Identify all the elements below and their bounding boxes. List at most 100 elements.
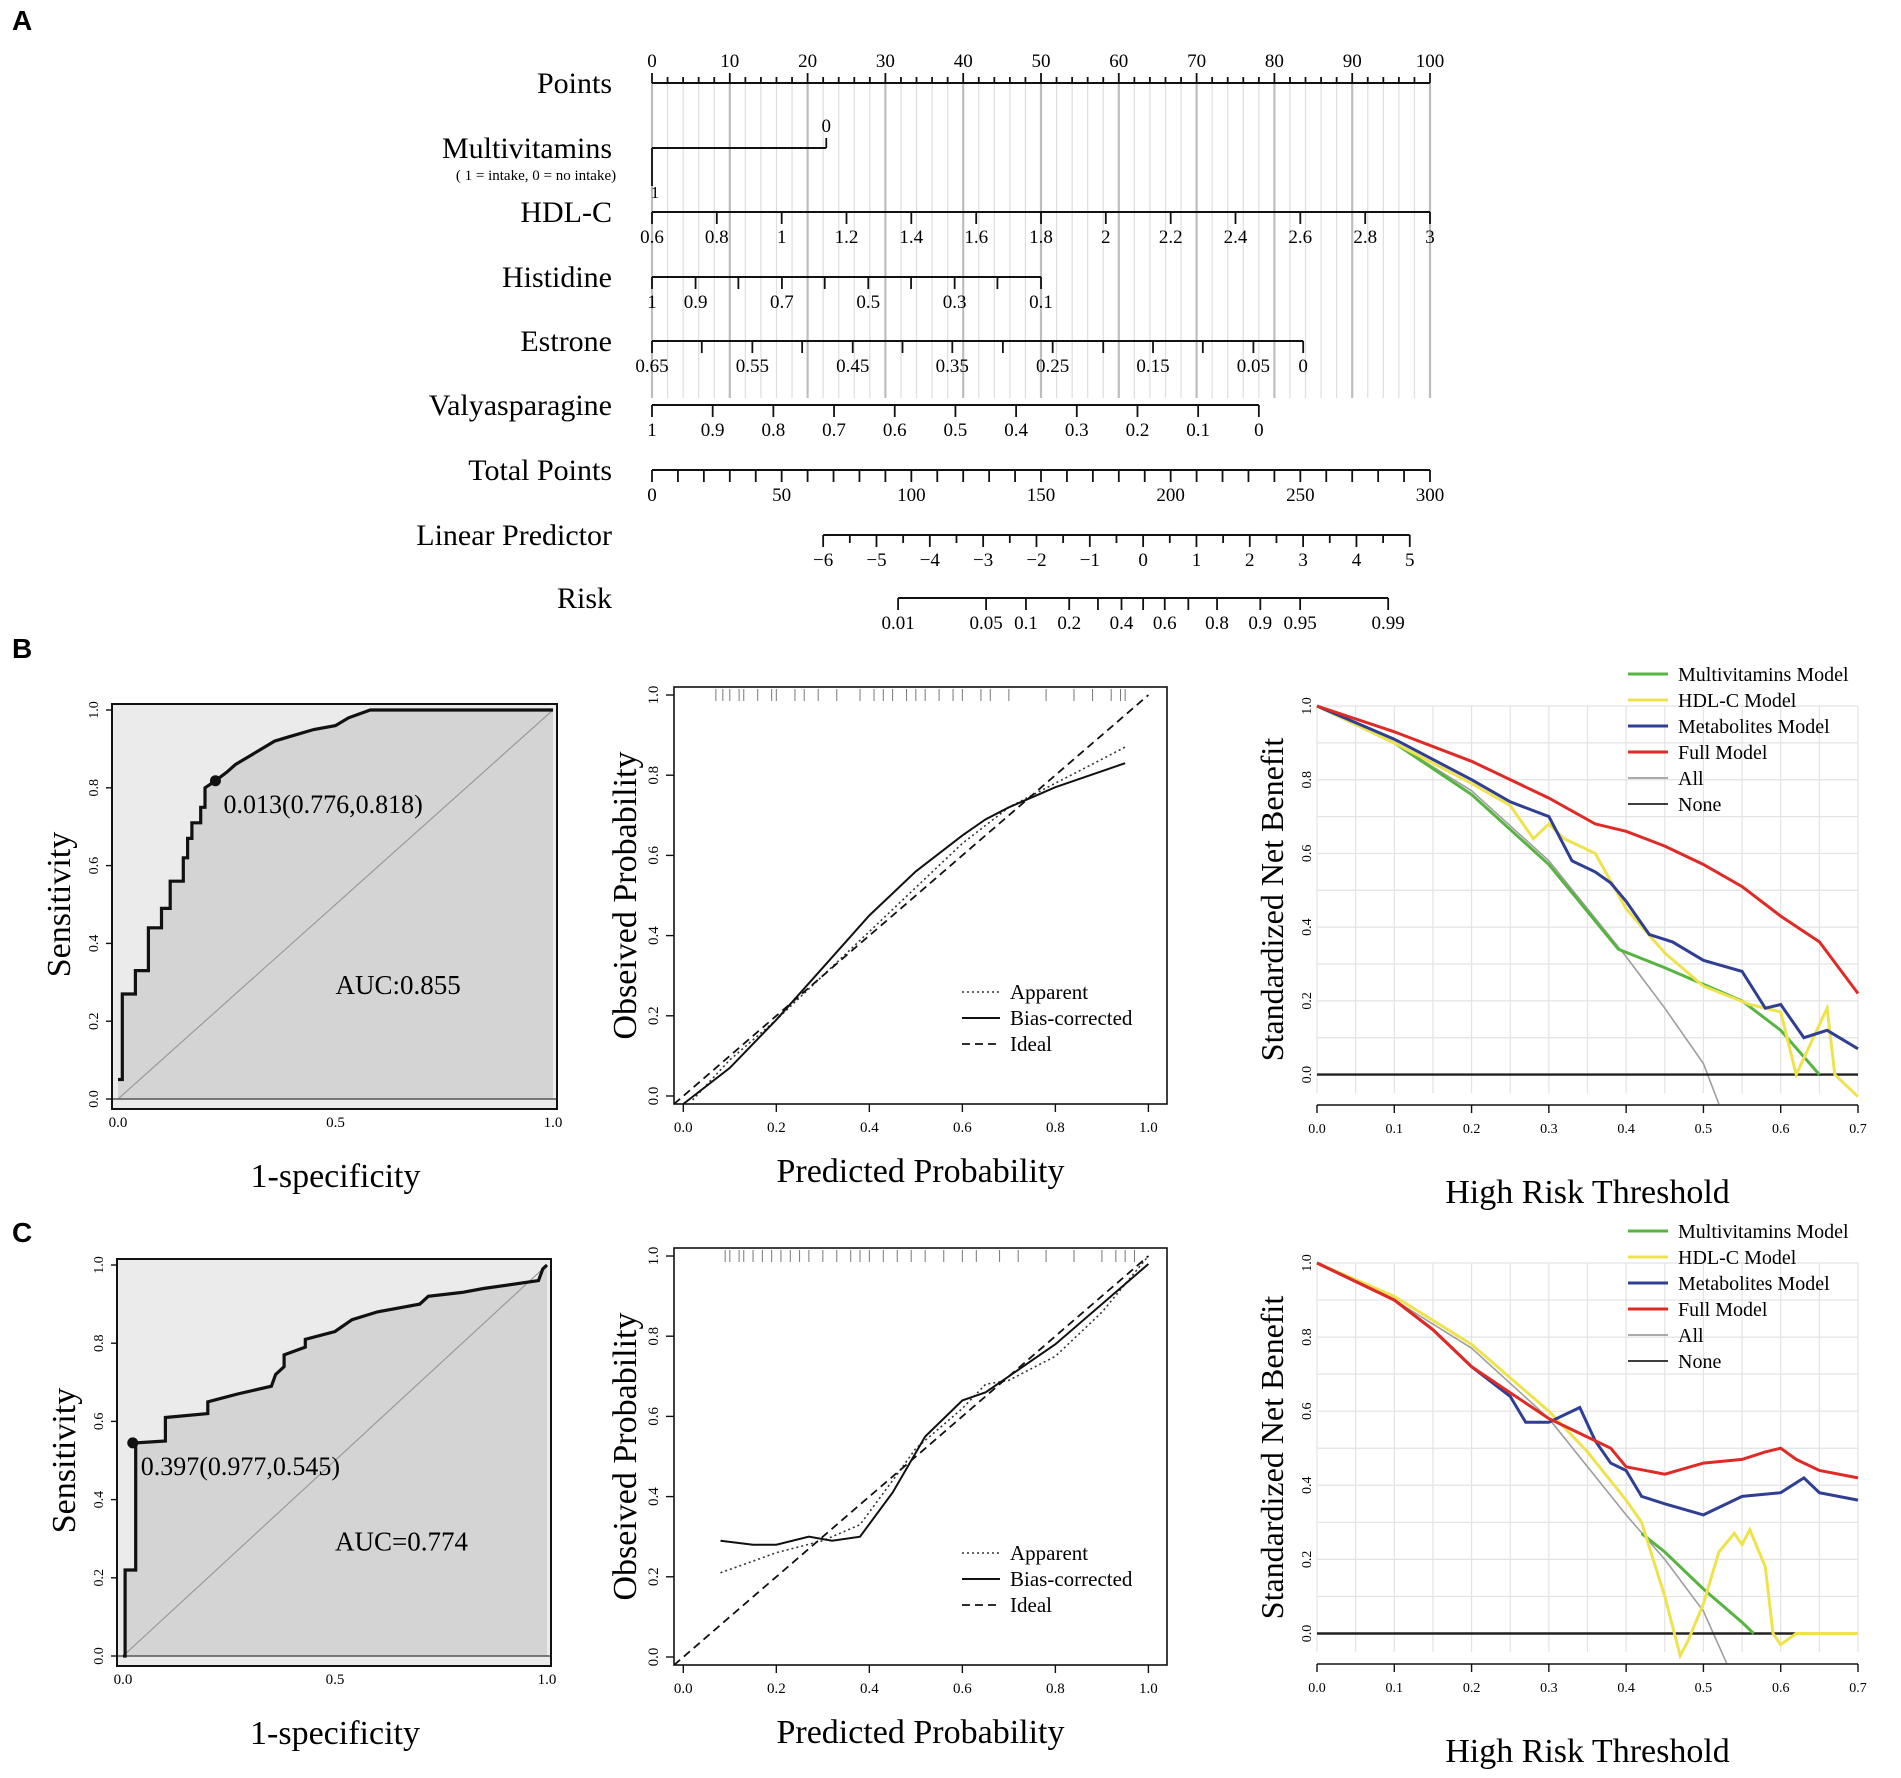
y-axis-title: Sensitivity: [46, 1388, 83, 1533]
series-full-model: [1316, 704, 1860, 995]
x-tick-label: 0.5: [326, 1672, 345, 1688]
histidine-tick-label: 0.9: [684, 292, 708, 313]
risk-tick-label: 0.9: [1248, 613, 1272, 634]
total-points-tick-label: 300: [1416, 485, 1445, 506]
legend-label-metabolites-model: Metabolites Model: [1678, 716, 1830, 738]
histidine-tick-label: 1: [647, 292, 657, 313]
hdl-c-tick-label: 2.2: [1159, 227, 1183, 248]
valyasparagine-tick-label: 1: [647, 420, 657, 441]
x-axis-title: High Risk Threshold: [1445, 1174, 1730, 1211]
legend-label-ideal: Ideal: [1010, 1032, 1052, 1056]
y-tick-label: 0.6: [646, 846, 662, 865]
y-tick-label: 0.0: [646, 1648, 662, 1667]
legend-label-bias-corrected: Bias-corrected: [1010, 1006, 1133, 1030]
valyasparagine-tick-label: 0.3: [1065, 420, 1089, 441]
y-tick-label: 0.8: [92, 1334, 107, 1352]
x-tick-label: 0.4: [860, 1120, 879, 1136]
y-tick-label: 0.8: [646, 766, 662, 785]
x-tick-label: 0.0: [674, 1120, 693, 1136]
linear-predictor-tick-label: 4: [1352, 550, 1362, 571]
scale-label-total-points: Total Points: [468, 454, 612, 487]
y-tick-label: 0.2: [646, 1006, 662, 1025]
multivitamins-tick-label: 0: [822, 116, 832, 137]
x-tick-label: 0.4: [1617, 1681, 1635, 1696]
chance-diagonal: [122, 1264, 548, 1657]
legend-label-hdl-c-model: HDL-C Model: [1678, 690, 1797, 712]
series-full-model: [1316, 1261, 1859, 1480]
hdl-c-tick-label: 2.4: [1224, 227, 1248, 248]
hdl-c-tick-label: 0.6: [640, 227, 664, 248]
linear-predictor-tick-label: −4: [920, 550, 941, 571]
points-tick-label: 10: [720, 51, 739, 72]
series-multivitamins-model: [1316, 704, 1821, 1076]
auc-annotation: AUC:0.855: [336, 970, 461, 1000]
points-tick-label: 100: [1416, 51, 1445, 72]
hdl-c-tick-label: 2.6: [1288, 227, 1312, 248]
valyasparagine-tick-label: 0.7: [822, 420, 846, 441]
y-tick-label: 0.0: [1300, 1625, 1315, 1643]
points-tick-label: 50: [1032, 51, 1051, 72]
estrone-tick-label: 0.15: [1136, 356, 1169, 377]
x-tick-label: 1.0: [544, 1115, 563, 1131]
auc-annotation: AUC=0.774: [335, 1526, 468, 1556]
legend-label-hdl-c-model: HDL-C Model: [1678, 1247, 1797, 1269]
total-points-tick-label: 100: [897, 485, 926, 506]
hdl-c-tick-label: 0.8: [705, 227, 729, 248]
hdl-c-tick-label: 2: [1101, 227, 1111, 248]
linear-predictor-tick-label: −5: [866, 550, 886, 571]
panel-label-b: B: [12, 633, 32, 664]
decision-curve-chart-c: Multivitamins Model HDL-C Model Metabolite…: [1254, 1221, 1867, 1770]
series-bias-corrected: [720, 1263, 1150, 1546]
legend-label-apparent: Apparent: [1010, 980, 1088, 1004]
plot-frame: [116, 1258, 552, 1667]
y-tick-label: 1.0: [646, 686, 662, 705]
y-tick-label: 1.0: [1300, 697, 1315, 715]
linear-predictor-tick-label: 5: [1405, 550, 1415, 571]
valyasparagine-tick-label: 0.8: [761, 420, 785, 441]
points-tick-label: 0: [647, 51, 657, 72]
plot-frame: [673, 1247, 1168, 1666]
y-tick-label: 0.6: [1300, 1402, 1315, 1420]
panel-label-a: A: [12, 5, 32, 36]
y-tick-label: 0.2: [1300, 992, 1315, 1010]
risk-tick-label: 0.6: [1153, 613, 1177, 634]
estrone-tick-label: 0.35: [936, 356, 969, 377]
x-tick-label: 0.2: [767, 1120, 786, 1136]
x-tick-label: 0.4: [1617, 1122, 1635, 1137]
total-points-tick-label: 50: [772, 485, 791, 506]
series-all: [1316, 705, 1720, 1105]
legend-label-full-model: Full Model: [1678, 1299, 1768, 1321]
x-tick-label: 0.6: [1772, 1122, 1790, 1137]
roc-curve: [118, 708, 553, 1082]
y-tick-label: 0.2: [87, 1012, 102, 1029]
x-tick-label: 0.7: [1849, 1681, 1867, 1696]
legend-label-ideal: Ideal: [1010, 1593, 1052, 1617]
hdl-c-tick-label: 2.8: [1353, 227, 1377, 248]
series-ideal: [673, 1255, 1149, 1666]
y-tick-label: 0.6: [87, 857, 102, 875]
risk-tick-label: 0.4: [1110, 613, 1134, 634]
risk-tick-label: 0.8: [1205, 613, 1229, 634]
linear-predictor-tick-label: −3: [973, 550, 993, 571]
x-tick-label: 0.0: [1308, 1122, 1326, 1137]
linear-predictor-tick-label: −6: [813, 550, 833, 571]
scale-label-linear-predictor: Linear Predictor: [416, 519, 612, 552]
y-tick-label: 1.0: [92, 1256, 107, 1274]
x-axis-title: High Risk Threshold: [1445, 1733, 1730, 1770]
y-tick-label: 1.0: [1300, 1254, 1315, 1272]
roc-curve: [123, 1263, 549, 1658]
y-tick-label: 0.2: [1300, 1551, 1315, 1569]
y-tick-label: 0.8: [1300, 771, 1315, 789]
legend-label-none: None: [1678, 1351, 1721, 1373]
y-tick-label: 0.4: [646, 1487, 662, 1506]
series-multivitamins-model: [1640, 1532, 1755, 1635]
x-tick-label: 0.5: [1695, 1122, 1713, 1137]
legend-label-none: None: [1678, 794, 1721, 816]
optimal-cutoff-point: [209, 775, 221, 787]
total-points-tick-label: 200: [1156, 485, 1185, 506]
y-tick-label: 0.8: [1300, 1328, 1315, 1346]
series-bias-corrected: [682, 762, 1126, 1105]
valyasparagine-tick-label: 0: [1254, 420, 1264, 441]
